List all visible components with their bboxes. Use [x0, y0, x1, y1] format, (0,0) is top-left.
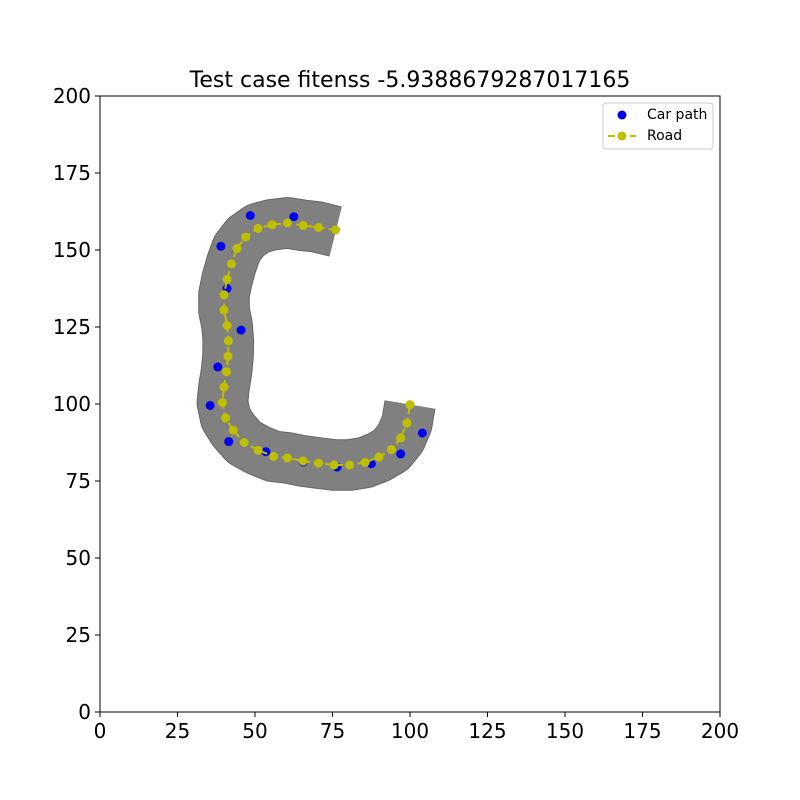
car-path-point — [396, 449, 406, 459]
road-point — [269, 451, 279, 461]
legend-label-car-path: Car path — [647, 107, 707, 123]
road-point — [219, 382, 229, 392]
road-point — [222, 274, 232, 284]
y-tick-label: 25 — [66, 623, 91, 647]
y-tick-label: 125 — [53, 315, 91, 339]
road-line — [221, 221, 411, 466]
y-tick-label: 200 — [53, 84, 91, 108]
legend-marker-road — [617, 131, 627, 141]
road-point — [239, 438, 249, 447]
y-tick-label: 100 — [53, 392, 91, 416]
road-point — [219, 290, 229, 300]
road-point — [314, 223, 323, 232]
x-tick-label: 125 — [468, 719, 506, 743]
car-path-point — [417, 428, 427, 438]
road-point — [283, 453, 292, 463]
road-point — [374, 452, 384, 462]
road-point — [228, 425, 238, 435]
y-tick-label: 50 — [66, 546, 91, 570]
car-path-point — [213, 362, 223, 372]
road-point — [402, 418, 412, 428]
road-point — [222, 321, 232, 330]
road-point — [298, 220, 308, 230]
road-point — [386, 445, 396, 455]
y-tick-label: 175 — [53, 161, 91, 185]
road-point — [345, 460, 355, 470]
road-point — [267, 220, 277, 230]
legend: Car path Road — [602, 102, 714, 150]
x-tick-label: 0 — [94, 719, 107, 743]
road-point — [405, 400, 415, 410]
road-point — [253, 223, 263, 233]
x-tick-label: 200 — [701, 719, 739, 743]
road-point — [221, 413, 231, 423]
road-point — [241, 232, 251, 242]
road-point — [298, 456, 308, 466]
car-path-point — [236, 325, 246, 335]
car-path-point — [289, 212, 299, 222]
x-tick-label: 150 — [546, 719, 584, 743]
legend-box — [602, 102, 714, 150]
road-point — [226, 259, 236, 269]
y-tick-label: 75 — [66, 469, 91, 493]
chart-title: Test case fitenss -5.9388679287017165 — [189, 68, 631, 93]
legend-marker-car-path — [617, 110, 627, 120]
y-tick-label: 0 — [78, 700, 91, 724]
x-tick-label: 75 — [320, 719, 345, 743]
car-path-point — [224, 437, 234, 447]
road-point — [223, 336, 233, 346]
y-tick-label: 150 — [53, 238, 91, 262]
plot-area — [196, 197, 436, 491]
road-point — [223, 351, 233, 361]
car-path-point — [216, 241, 226, 251]
x-tick-label: 100 — [391, 719, 429, 743]
car-path-point — [205, 401, 215, 410]
car-path-point — [245, 211, 255, 220]
x-tick-label: 25 — [165, 719, 190, 743]
x-tick-label: 50 — [242, 719, 267, 743]
road-point — [219, 305, 229, 315]
road-point — [331, 225, 341, 235]
axes: 0 25 50 75 100 125 150 175 200 0 25 50 75 100 125 150 17… — [53, 84, 739, 743]
road-point — [283, 218, 292, 228]
car-path-point — [261, 447, 271, 457]
road-point — [253, 445, 263, 455]
road-point — [222, 367, 231, 377]
x-tick-label: 175 — [623, 719, 661, 743]
road-point — [360, 458, 370, 467]
road-point — [329, 460, 339, 470]
road-point — [232, 244, 242, 253]
road-point — [314, 458, 323, 468]
road-point — [217, 398, 227, 407]
road-point — [396, 433, 406, 443]
legend-label-road: Road — [647, 128, 682, 144]
